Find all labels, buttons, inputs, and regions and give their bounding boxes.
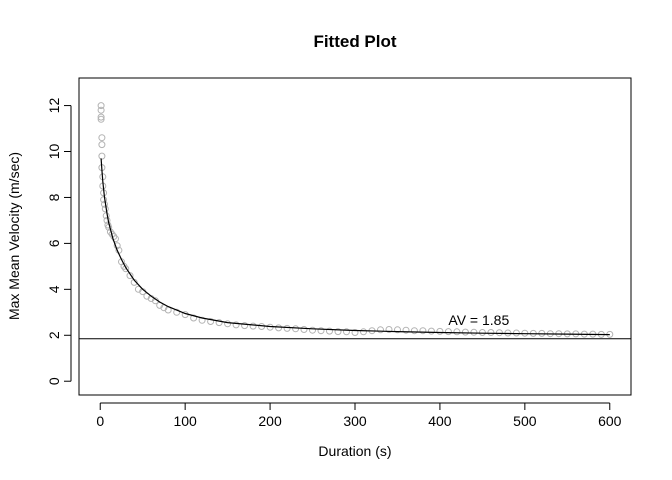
data-point: [495, 329, 503, 337]
data-point: [292, 325, 300, 333]
data-point: [351, 329, 359, 336]
y-tick-label: 0: [46, 377, 62, 385]
data-point: [360, 328, 367, 336]
data-points: [97, 102, 614, 338]
data-point: [100, 196, 108, 204]
data-point: [98, 152, 106, 160]
data-point: [98, 141, 106, 149]
data-point: [453, 328, 461, 336]
data-point: [334, 328, 342, 336]
y-axis: 0 2 4 6 8 10 12: [46, 98, 72, 385]
data-point: [394, 326, 401, 334]
data-point: [103, 216, 111, 224]
x-axis: 0 100 200 300 400 500 600: [96, 402, 622, 429]
y-tick-label: 12: [46, 98, 62, 114]
x-tick-label: 500: [513, 413, 537, 429]
data-point: [478, 329, 486, 336]
data-point: [232, 321, 240, 329]
data-point: [470, 328, 478, 336]
data-point: [102, 212, 110, 220]
x-tick-label: 600: [598, 413, 622, 429]
y-tick-label: 10: [46, 144, 62, 160]
data-point: [427, 327, 435, 335]
y-tick-label: 2: [46, 331, 62, 339]
data-point: [343, 328, 350, 336]
x-tick-label: 100: [173, 413, 197, 429]
data-point: [97, 115, 105, 123]
data-point: [190, 314, 198, 322]
plot-frame: [78, 77, 632, 396]
fit-line: [100, 158, 610, 336]
data-point: [97, 113, 105, 121]
data-point: [385, 326, 393, 333]
data-point: [309, 326, 316, 334]
data-point: [317, 327, 325, 335]
data-point: [377, 326, 384, 334]
data-point: [122, 265, 130, 273]
data-point: [300, 326, 308, 333]
x-axis-label: Duration (s): [318, 443, 391, 459]
x-tick-label: 200: [258, 413, 282, 429]
data-point: [198, 316, 206, 324]
x-tick-label: 300: [343, 413, 367, 429]
data-point: [283, 324, 291, 332]
chart-title: Fitted Plot: [313, 32, 396, 51]
fit-line-layer: [100, 158, 610, 336]
data-point: [275, 324, 283, 332]
data-point: [326, 327, 333, 335]
data-point: [402, 326, 410, 334]
y-tick-label: 4: [46, 285, 62, 293]
data-point: [241, 322, 249, 330]
data-point: [224, 320, 232, 328]
y-tick-label: 8: [46, 193, 62, 201]
x-tick-label: 0: [96, 413, 104, 429]
x-tick-label: 400: [428, 413, 452, 429]
data-point: [436, 327, 444, 335]
data-point: [249, 322, 257, 330]
data-point: [97, 106, 105, 114]
y-axis-label: Max Mean Velocity (m/sec): [6, 152, 22, 320]
data-point: [487, 329, 495, 336]
data-point: [173, 308, 181, 316]
data-point: [410, 327, 418, 335]
data-point: [207, 318, 215, 325]
data-point: [461, 328, 469, 336]
data-point: [444, 328, 452, 336]
av-annotation: AV = 1.85: [448, 312, 509, 328]
y-tick-label: 6: [46, 239, 62, 247]
data-point: [97, 102, 105, 110]
data-point: [419, 327, 427, 335]
data-point: [98, 134, 106, 142]
data-point: [215, 319, 223, 327]
data-point: [126, 272, 134, 280]
